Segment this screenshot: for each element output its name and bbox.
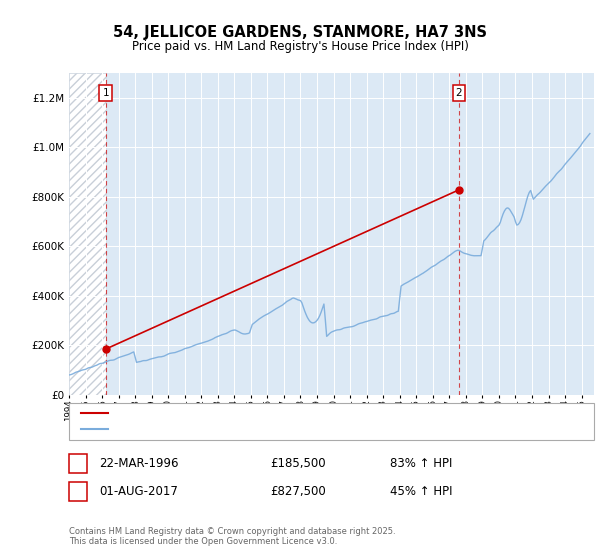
Text: 1: 1 (103, 87, 109, 97)
Text: 45% ↑ HPI: 45% ↑ HPI (390, 485, 452, 498)
Text: 83% ↑ HPI: 83% ↑ HPI (390, 457, 452, 470)
Text: Contains HM Land Registry data © Crown copyright and database right 2025.
This d: Contains HM Land Registry data © Crown c… (69, 526, 395, 546)
Text: 54, JELLICOE GARDENS, STANMORE, HA7 3NS (semi-detached house): 54, JELLICOE GARDENS, STANMORE, HA7 3NS … (114, 408, 475, 418)
Text: 22-MAR-1996: 22-MAR-1996 (99, 457, 179, 470)
Text: HPI: Average price, semi-detached house, Harrow: HPI: Average price, semi-detached house,… (114, 424, 373, 435)
Text: 54, JELLICOE GARDENS, STANMORE, HA7 3NS: 54, JELLICOE GARDENS, STANMORE, HA7 3NS (113, 25, 487, 40)
Text: Price paid vs. HM Land Registry's House Price Index (HPI): Price paid vs. HM Land Registry's House … (131, 40, 469, 53)
Text: 2: 2 (74, 485, 82, 498)
Text: £827,500: £827,500 (270, 485, 326, 498)
Text: 01-AUG-2017: 01-AUG-2017 (99, 485, 178, 498)
Polygon shape (69, 73, 106, 395)
Text: £185,500: £185,500 (270, 457, 326, 470)
Text: 2: 2 (455, 87, 462, 97)
Text: 1: 1 (74, 457, 82, 470)
